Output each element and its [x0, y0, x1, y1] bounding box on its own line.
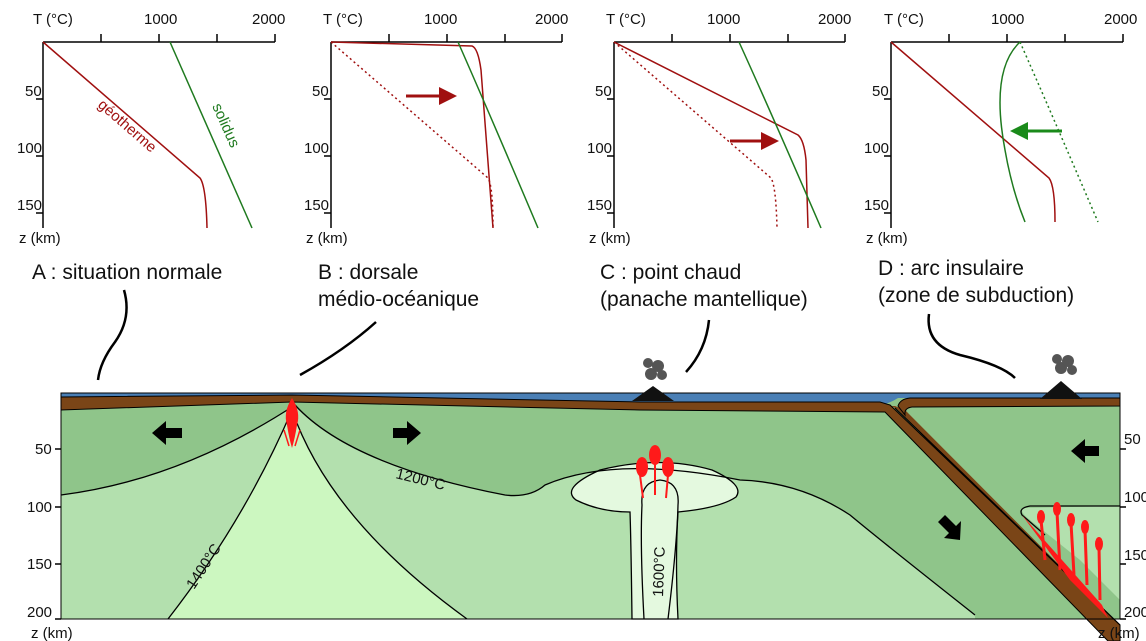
depth-tick-50: 50 [872, 83, 889, 100]
depth-tick-150: 150 [1124, 547, 1146, 564]
depth-tick-150: 150 [17, 197, 42, 214]
arrow-down-right-icon [938, 515, 961, 540]
temp-tick-1000: 1000 [991, 11, 1024, 28]
normal-geotherm-curve [613, 41, 778, 229]
geotherm-curve [330, 41, 494, 229]
arc-magma [1022, 502, 1108, 618]
depth-tick-100: 100 [27, 499, 52, 516]
connector-c [685, 319, 711, 373]
arc-volcano [1040, 354, 1082, 399]
panel-a-graph: T (°C) 1000 2000 50 100 150 z (km) géoth… [17, 11, 285, 247]
panel-c-title: C : point chaud [600, 261, 741, 284]
panel-c-subtitle: (panache mantellique) [600, 288, 808, 311]
depth-tick-100: 100 [304, 140, 329, 157]
geotherm-curve [613, 41, 809, 229]
solidus-curve [999, 41, 1026, 223]
connector-d [927, 313, 1016, 379]
arrow-right-icon [393, 421, 421, 445]
section-left-depth-axis: 50 100 150 200 z (km) [27, 441, 73, 641]
connector-a [96, 289, 128, 381]
ridge-hot-zone [168, 410, 467, 619]
temp-tick-1000: 1000 [424, 11, 457, 28]
geotherm-curve [890, 41, 1056, 223]
depth-tick-150: 150 [587, 197, 612, 214]
solidus-label: solidus [208, 101, 243, 151]
depth-tick-100: 100 [864, 140, 889, 157]
cross-section: 1200°C 1400°C 1600°C [60, 354, 1121, 641]
panel-a-title: A : situation normale [32, 261, 222, 284]
normal-geotherm-curve [330, 41, 494, 229]
temp-tick-1000: 1000 [707, 11, 740, 28]
depth-axis-label: z (km) [866, 230, 908, 247]
geotherm-label: géotherme [94, 96, 159, 156]
panel-b-graph: T (°C) 1000 2000 50 100 150 z (km) [304, 11, 568, 247]
temp-tick-2000: 2000 [535, 11, 568, 28]
depth-tick-150: 150 [27, 556, 52, 573]
isotherm-1200 [60, 404, 976, 616]
temp-axis-label: T (°C) [884, 11, 924, 28]
panel-d-subtitle: (zone de subduction) [878, 284, 1074, 307]
depth-tick-150: 150 [304, 197, 329, 214]
geotherm-curve [42, 41, 208, 229]
depth-axis-label: z (km) [1098, 625, 1140, 641]
temp-tick-2000: 2000 [818, 11, 851, 28]
depth-tick-200: 200 [1124, 604, 1146, 621]
temp-axis-label: T (°C) [33, 11, 73, 28]
depth-axis-label: z (km) [19, 230, 61, 247]
panel-b-subtitle: médio-océanique [318, 288, 479, 311]
section-right-depth-axis: 50 100 150 200 z (km) [1098, 431, 1146, 641]
arrow-left-icon [152, 421, 182, 445]
depth-tick-150: 150 [864, 197, 889, 214]
depth-tick-100: 100 [17, 140, 42, 157]
temp-tick-2000: 2000 [252, 11, 285, 28]
depth-axis-label: z (km) [31, 625, 73, 641]
depth-axis-label: z (km) [589, 230, 631, 247]
hotspot-volcano [632, 358, 674, 401]
temp-axis-label: T (°C) [323, 11, 363, 28]
depth-axis-label: z (km) [306, 230, 348, 247]
depth-tick-50: 50 [25, 83, 42, 100]
arrow-left-icon [1071, 439, 1099, 463]
solidus-curve [457, 41, 539, 229]
depth-tick-50: 50 [595, 83, 612, 100]
panel-c-graph: T (°C) 1000 2000 50 100 150 z (km) [587, 11, 851, 247]
depth-tick-200: 200 [27, 604, 52, 621]
panel-d-graph: T (°C) 1000 2000 50 100 150 z (km) [864, 11, 1137, 247]
depth-tick-50: 50 [312, 83, 329, 100]
normal-solidus-curve [1019, 41, 1099, 223]
temp-tick-2000: 2000 [1104, 11, 1137, 28]
panel-b-title: B : dorsale [318, 261, 418, 284]
panel-d-title: D : arc insulaire [878, 257, 1024, 280]
plume-magma [636, 445, 674, 499]
depth-tick-100: 100 [1124, 489, 1146, 506]
depth-tick-50: 50 [1124, 431, 1141, 448]
temp-axis-label: T (°C) [606, 11, 646, 28]
isotherm-1600 [640, 479, 679, 620]
solidus-curve [169, 41, 253, 229]
isotherm-1600-label: 1600°C [650, 546, 669, 597]
solidus-curve [738, 41, 822, 229]
depth-tick-50: 50 [35, 441, 52, 458]
plate-motion-arrows [152, 421, 1099, 540]
connector-b [299, 321, 377, 377]
depth-tick-100: 100 [587, 140, 612, 157]
ridge-magma [285, 398, 299, 448]
temp-tick-1000: 1000 [144, 11, 177, 28]
